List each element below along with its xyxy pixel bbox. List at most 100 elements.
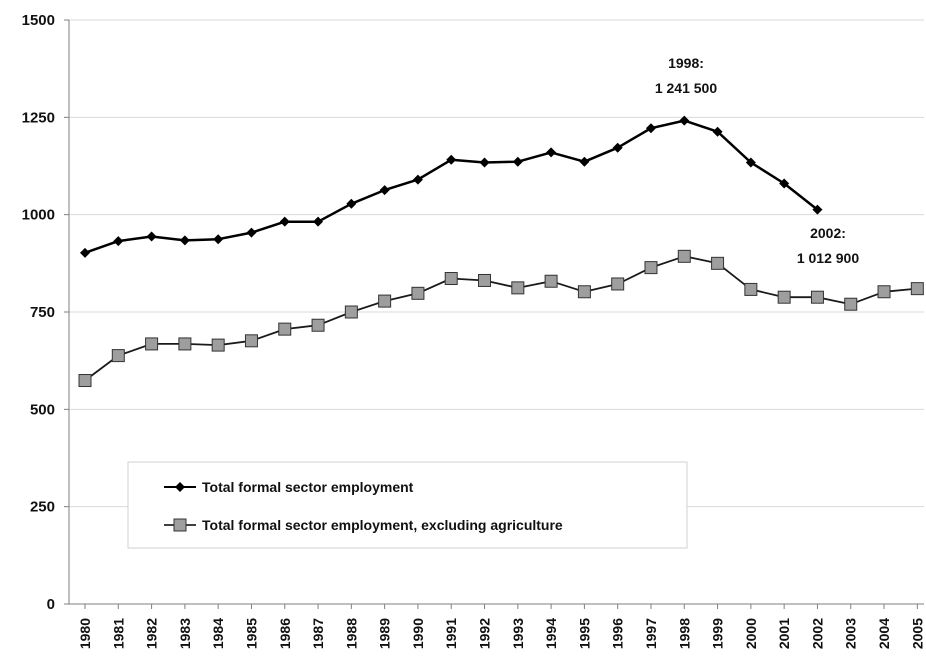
point-total-2001	[779, 178, 790, 189]
point-total-1990	[412, 174, 423, 185]
point-excl-ag-1999	[711, 256, 725, 270]
point-excl-ag-1984	[211, 338, 225, 352]
point-excl-ag-1989	[378, 294, 392, 308]
x-tick-label-1989: 1989	[377, 618, 393, 649]
legend-label-excluding-agriculture: Total formal sector employment, excludin…	[202, 517, 563, 533]
point-total-2002	[812, 204, 823, 215]
legend-label-total: Total formal sector employment	[202, 479, 414, 495]
point-excl-ag-1992	[478, 273, 492, 287]
x-tick-label-1988: 1988	[343, 618, 359, 649]
point-total-1998	[679, 115, 690, 126]
point-total-1999	[712, 126, 723, 137]
x-tick-label-2002: 2002	[809, 618, 825, 649]
point-total-1994	[546, 147, 557, 158]
legend-marker-diamond-icon	[175, 482, 185, 492]
point-total-1986	[279, 216, 290, 227]
annotation-2002-value: 1 012 900	[797, 250, 859, 266]
point-total-1992	[479, 157, 490, 168]
y-tick-label-750: 750	[30, 304, 55, 321]
x-tick-label-2005: 2005	[909, 618, 925, 649]
point-excl-ag-2000	[744, 282, 758, 296]
series-line-excluding-agriculture	[84, 255, 918, 382]
series-markers	[78, 115, 924, 388]
x-tick-label-2004: 2004	[876, 618, 892, 649]
point-excl-ag-1990	[411, 286, 425, 300]
annotation-1998-year: 1998:	[668, 55, 704, 71]
x-axis-tick-labels: 1980 1981 1982 1983 1984 1985 1986 1987 1988 1989…	[77, 618, 925, 649]
y-axis-tick-labels: 0 250 500 750 1000 1250 1500	[22, 12, 55, 613]
point-excl-ag-1998	[677, 249, 691, 263]
point-excl-ag-1983	[178, 337, 192, 351]
point-excl-ag-2001	[777, 290, 791, 304]
point-excl-ag-1986	[278, 322, 292, 336]
point-total-1984	[213, 234, 224, 245]
point-excl-ag-1988	[344, 305, 358, 319]
point-total-1991	[446, 154, 457, 165]
point-excl-ag-1987	[311, 318, 325, 332]
legend-item-total: Total formal sector employment	[164, 479, 414, 495]
series-line-total	[84, 119, 819, 254]
point-total-1993	[512, 156, 523, 167]
x-tick-label-1985: 1985	[243, 618, 259, 649]
x-tick-label-1997: 1997	[643, 618, 659, 649]
x-tick-label-1983: 1983	[177, 618, 193, 649]
gridlines	[69, 19, 924, 508]
point-total-1989	[379, 185, 390, 196]
point-excl-ag-1997	[644, 261, 658, 275]
point-excl-ag-1993	[511, 281, 525, 295]
point-total-1987	[313, 216, 324, 227]
point-total-1995	[579, 156, 590, 167]
x-tick-label-1981: 1981	[110, 618, 126, 649]
point-total-1983	[179, 235, 190, 246]
y-tick-label-1250: 1250	[22, 109, 55, 126]
legend-box	[127, 461, 688, 549]
legend-item-excluding-agriculture: Total formal sector employment, excludin…	[164, 517, 563, 533]
point-total-1981	[113, 236, 124, 247]
annotation-2002-year: 2002:	[810, 225, 846, 241]
point-excl-ag-2005	[910, 282, 924, 296]
x-tick-label-1990: 1990	[410, 618, 426, 649]
legend: Total formal sector employment Total for…	[127, 461, 688, 549]
point-excl-ag-1996	[611, 277, 625, 291]
x-tick-label-1993: 1993	[510, 618, 526, 649]
point-excl-ag-1995	[577, 285, 591, 299]
annotation-1998-value: 1 241 500	[655, 80, 717, 96]
point-excl-ag-2004	[877, 285, 891, 299]
series-lines	[84, 119, 918, 382]
y-tick-label-1000: 1000	[22, 207, 55, 224]
x-tick-label-1986: 1986	[277, 618, 293, 649]
point-total-1996	[612, 142, 623, 153]
x-tick-label-1996: 1996	[610, 618, 626, 649]
point-excl-ag-2002	[810, 290, 824, 304]
x-tick-label-1987: 1987	[310, 618, 326, 649]
point-excl-ag-1980	[78, 374, 92, 388]
x-tick-label-2001: 2001	[776, 618, 792, 649]
x-tick-label-1998: 1998	[676, 618, 692, 649]
x-tick-label-2003: 2003	[843, 618, 859, 649]
point-excl-ag-1994	[544, 274, 558, 288]
x-tick-label-1994: 1994	[543, 618, 559, 649]
legend-marker-square-icon	[173, 518, 187, 532]
x-tick-label-2000: 2000	[743, 618, 759, 649]
point-total-1988	[346, 198, 357, 209]
point-excl-ag-1985	[244, 334, 258, 348]
annotation-2002: 2002: 1 012 900	[797, 225, 859, 266]
y-tick-label-250: 250	[30, 499, 55, 516]
x-tick-label-1999: 1999	[710, 618, 726, 649]
x-tick-label-1984: 1984	[210, 618, 226, 649]
y-tick-label-1500: 1500	[22, 12, 55, 29]
point-total-2000	[745, 157, 756, 168]
x-tick-label-1980: 1980	[77, 618, 93, 649]
point-total-1985	[246, 227, 257, 238]
y-tick-label-0: 0	[47, 596, 55, 613]
x-tick-label-1992: 1992	[477, 618, 493, 649]
point-excl-ag-1981	[111, 349, 125, 363]
x-tick-label-1991: 1991	[443, 618, 459, 649]
x-tick-label-1982: 1982	[144, 618, 160, 649]
axes	[64, 19, 924, 609]
point-total-1997	[645, 123, 656, 134]
point-excl-ag-1991	[444, 272, 458, 286]
point-total-1980	[80, 247, 90, 258]
point-excl-ag-1982	[145, 337, 159, 351]
